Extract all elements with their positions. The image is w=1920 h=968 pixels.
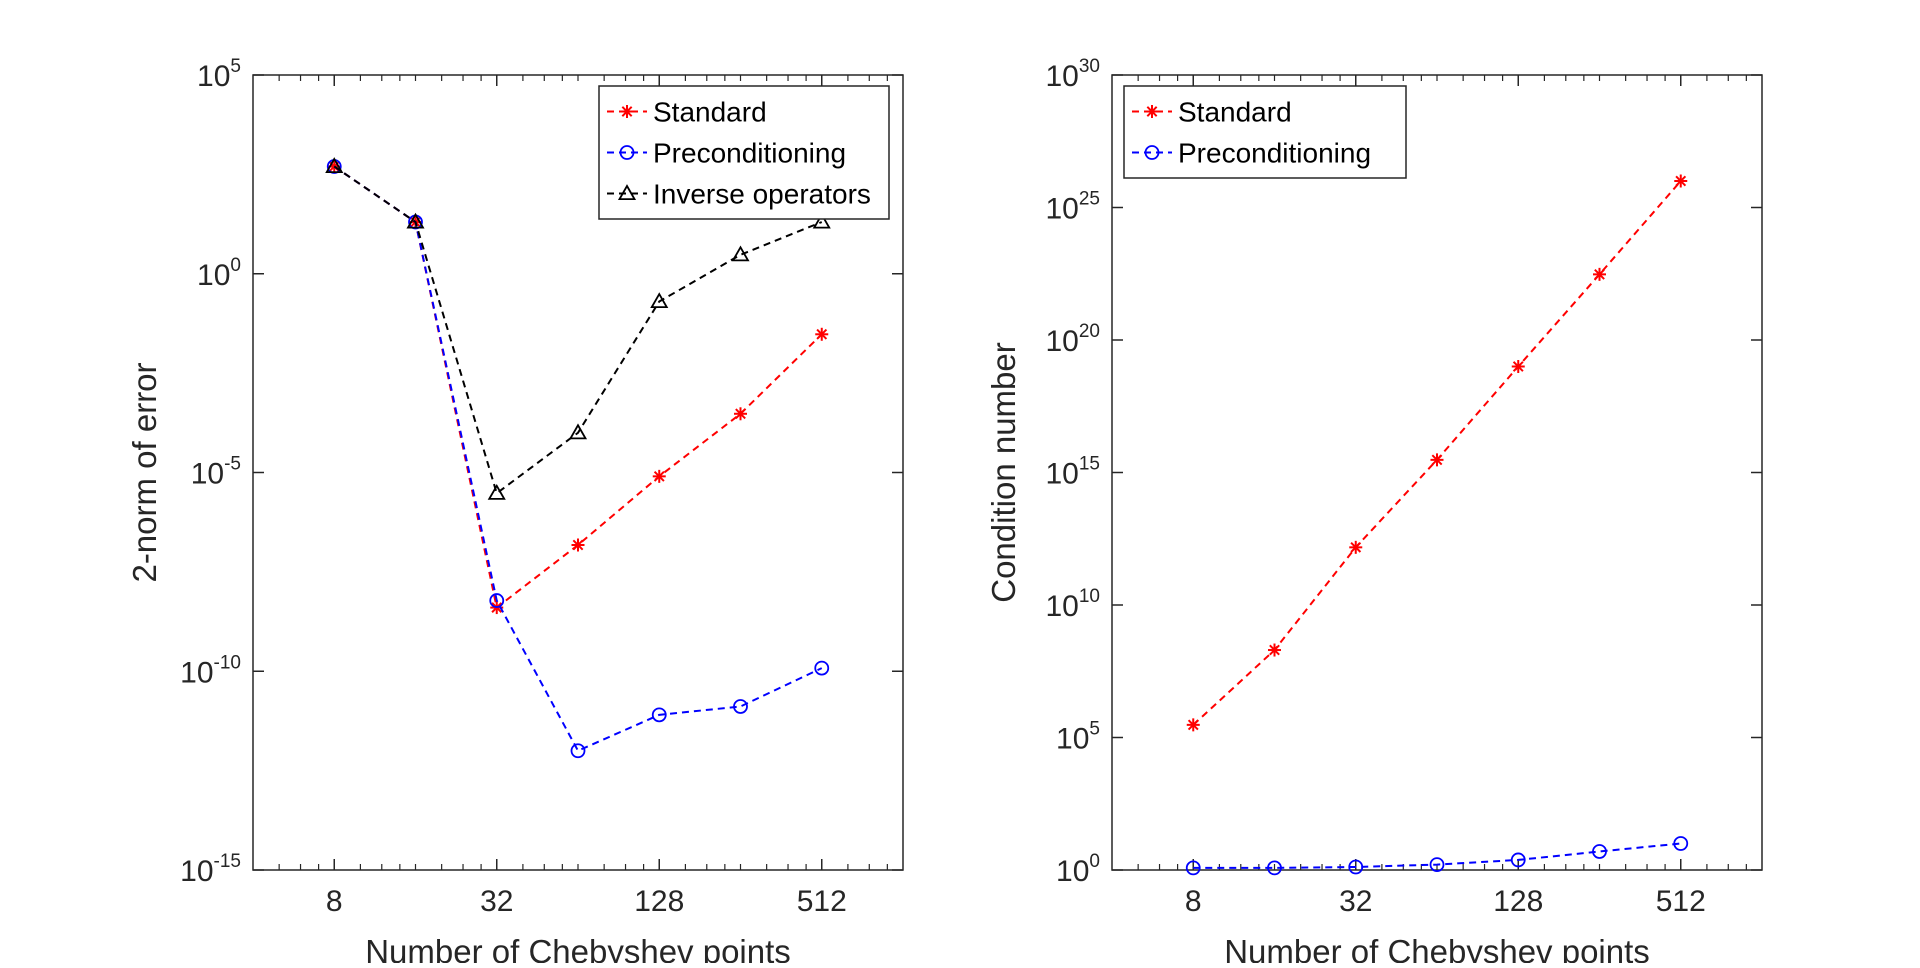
asterisk-marker xyxy=(1145,105,1159,118)
x-tick-label: 8 xyxy=(326,885,343,918)
series-line xyxy=(1193,842,1681,869)
legend-box xyxy=(598,85,890,220)
asterisk-marker xyxy=(1186,718,1200,732)
asterisk-marker xyxy=(620,105,634,118)
asterisk-stroke xyxy=(653,470,665,482)
circle-marker xyxy=(489,593,505,608)
triangle-marker xyxy=(406,212,425,229)
asterisk-marker xyxy=(1268,643,1281,657)
asterisk-marker xyxy=(652,469,666,483)
asterisk-stroke xyxy=(572,539,584,551)
y-tick-label: 10-15 xyxy=(180,851,241,888)
triangle-marker xyxy=(325,157,344,173)
tick-marks xyxy=(253,74,903,871)
asterisk-stroke xyxy=(1146,106,1158,117)
x-tick-label: 32 xyxy=(1339,885,1372,918)
asterisk-stroke xyxy=(1269,644,1280,656)
x-axis-title: Number of Chebyshev points xyxy=(365,933,791,963)
y-tick-label: 105 xyxy=(197,56,241,93)
circle-marker xyxy=(1267,860,1282,876)
y-axis-title: Condition number xyxy=(985,342,1022,603)
y-tick-label: 10-10 xyxy=(180,652,241,689)
asterisk-marker xyxy=(1511,360,1525,373)
x-axis-title: Number of Chebyshev points xyxy=(1224,933,1650,963)
y-tick-label: 1015 xyxy=(1045,454,1100,491)
asterisk-marker xyxy=(1674,174,1688,188)
legend-item: Standard xyxy=(607,97,767,128)
asterisk-marker xyxy=(1349,540,1363,554)
chart-panel-1: 8 32 128 512 10-15 10-10 10-5 100 105 Number of C… xyxy=(126,56,904,968)
x-tick-label: 512 xyxy=(1656,885,1706,918)
x-tick-label: 8 xyxy=(1185,885,1202,918)
triangle-marker xyxy=(650,292,669,309)
triangle-marker xyxy=(812,212,831,229)
circle-marker xyxy=(1592,844,1607,859)
series-standard xyxy=(1186,174,1688,732)
y-tick-label: 1010 xyxy=(1045,586,1100,623)
circle-marker xyxy=(1429,857,1445,872)
triangle-marker xyxy=(487,483,506,500)
y-tick-label: 100 xyxy=(1056,851,1100,888)
legend-box xyxy=(1123,85,1407,179)
chart-panel-2: 8 32 128 512 100 105 1010 1015 1020 1025 1030 Numbe… xyxy=(985,56,1763,968)
triangle-marker xyxy=(568,423,588,440)
plot-area xyxy=(1111,74,1763,871)
series-inverse-operators xyxy=(325,157,831,500)
circle-marker xyxy=(814,660,830,676)
legend-label: Standard xyxy=(1178,97,1292,128)
series-line xyxy=(333,165,823,495)
y-tick-label: 10-5 xyxy=(191,454,241,491)
legend-label: Preconditioning xyxy=(653,138,846,169)
asterisk-stroke xyxy=(1675,175,1687,187)
circle-marker xyxy=(733,699,748,714)
y-tick-label: 105 xyxy=(1056,719,1100,756)
y-tick-label: 100 xyxy=(197,255,241,292)
circle-marker xyxy=(1348,859,1364,875)
asterisk-stroke xyxy=(1187,719,1199,731)
y-axis-title: 2-norm of error xyxy=(126,362,163,582)
y-tick-label: 1030 xyxy=(1045,56,1100,93)
legend-item: Preconditioning xyxy=(1132,138,1371,169)
circle-marker xyxy=(619,145,635,160)
circle-marker xyxy=(570,743,586,759)
legend: Standard Preconditioning Inverse operators xyxy=(598,85,890,220)
x-tick-label: 128 xyxy=(634,885,684,918)
circle-marker xyxy=(651,707,667,723)
asterisk-stroke xyxy=(816,328,828,340)
asterisk-marker xyxy=(815,327,829,341)
asterisk-stroke xyxy=(1594,268,1605,280)
circle-marker xyxy=(1673,836,1689,851)
circle-marker xyxy=(1185,860,1201,876)
x-tick-label: 128 xyxy=(1493,885,1543,918)
asterisk-marker xyxy=(734,407,747,421)
legend-label: Standard xyxy=(653,97,767,128)
legend-item: Preconditioning xyxy=(607,138,846,169)
asterisk-stroke xyxy=(735,408,746,420)
circle-marker xyxy=(1510,852,1526,868)
triangle-marker xyxy=(731,245,750,262)
asterisk-marker xyxy=(1593,267,1606,281)
legend-item: Standard xyxy=(1132,97,1292,128)
asterisk-stroke xyxy=(1350,541,1362,553)
legend-label: Preconditioning xyxy=(1178,138,1371,169)
y-tick-label: 1020 xyxy=(1045,321,1100,358)
asterisk-stroke xyxy=(1431,454,1443,466)
triangle-marker xyxy=(617,184,637,201)
asterisk-marker xyxy=(571,538,585,552)
legend-item: Inverse operators xyxy=(607,179,871,210)
asterisk-marker xyxy=(1430,453,1444,467)
legend-label: Inverse operators xyxy=(653,179,871,210)
y-tick-label: 1025 xyxy=(1045,189,1100,226)
x-tick-label: 32 xyxy=(480,885,513,918)
asterisk-stroke xyxy=(1512,361,1524,372)
series-preconditioning xyxy=(1185,836,1689,876)
legend: Standard Preconditioning xyxy=(1123,85,1407,179)
circle-marker xyxy=(1144,145,1160,160)
asterisk-stroke xyxy=(621,106,633,117)
x-tick-label: 512 xyxy=(797,885,847,918)
